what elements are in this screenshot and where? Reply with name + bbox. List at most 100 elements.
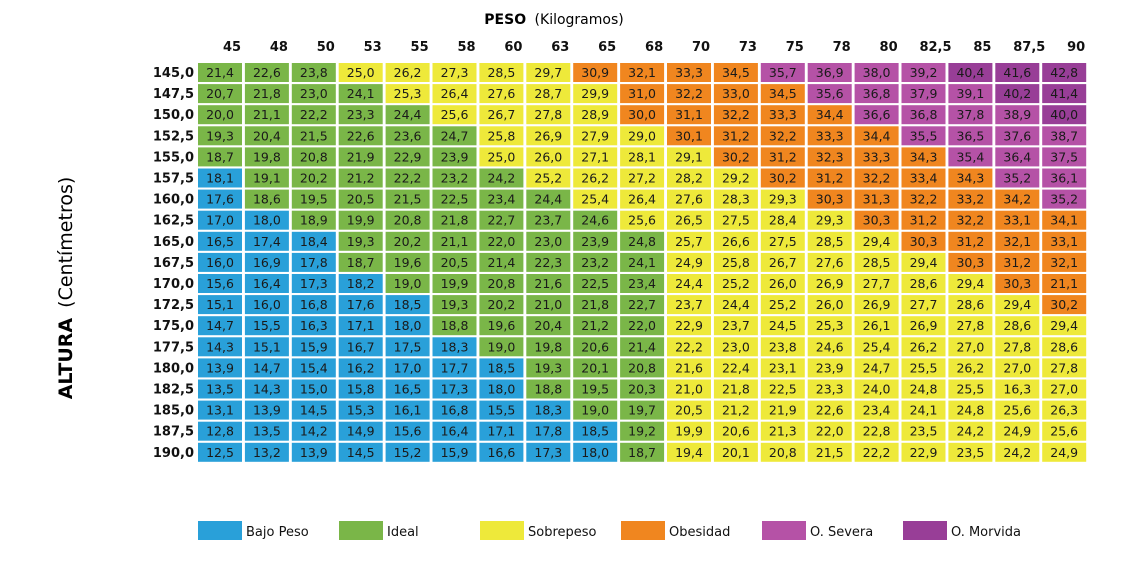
heatmap-cell xyxy=(573,126,618,146)
cell-value: 29,4 xyxy=(863,234,891,249)
cell-value: 17,5 xyxy=(394,339,422,354)
column-header: 90 xyxy=(1067,40,1085,55)
heatmap-cell xyxy=(760,379,805,399)
cell-value: 22,9 xyxy=(394,149,422,164)
heatmap-cell xyxy=(995,84,1040,104)
cell-value: 25,6 xyxy=(441,107,469,122)
cell-value: 33,1 xyxy=(1050,234,1078,249)
heatmap-cell xyxy=(807,379,852,399)
heatmap-cell xyxy=(620,126,665,146)
cell-value: 30,2 xyxy=(1050,297,1078,312)
heatmap-cell xyxy=(901,210,946,230)
cell-value: 17,1 xyxy=(347,318,375,333)
legend: Bajo Peso Ideal Sobrepeso Obesidad O. Severa… xyxy=(198,521,1021,540)
heatmap-cell xyxy=(713,295,758,315)
cell-value: 18,1 xyxy=(206,171,234,186)
heatmap-cell xyxy=(1042,358,1087,378)
cell-value: 21,6 xyxy=(675,360,703,375)
heatmap-cell xyxy=(1042,231,1087,251)
heatmap-cell xyxy=(620,295,665,315)
cell-value: 23,1 xyxy=(769,360,797,375)
cell-value: 40,4 xyxy=(956,65,984,80)
heatmap-cell xyxy=(667,295,711,315)
heatmap-cell xyxy=(479,316,524,336)
cell-value: 19,6 xyxy=(487,318,515,333)
cell-value: 33,1 xyxy=(1003,213,1031,228)
cell-value: 19,1 xyxy=(253,171,281,186)
heatmap-cell xyxy=(198,189,242,209)
cell-value: 21,6 xyxy=(534,276,562,291)
heatmap-cell xyxy=(526,400,571,420)
heatmap-cell xyxy=(760,316,805,336)
heatmap-cell xyxy=(573,337,618,357)
heatmap-cell xyxy=(854,379,899,399)
heatmap-cell xyxy=(948,210,993,230)
heatmap-cell xyxy=(432,274,477,293)
cell-value: 21,4 xyxy=(487,255,515,270)
cell-value: 27,1 xyxy=(581,149,609,164)
cell-value: 22,3 xyxy=(534,255,562,270)
cell-value: 20,2 xyxy=(300,171,328,186)
heatmap-cell xyxy=(807,189,852,209)
cell-value: 26,4 xyxy=(628,192,656,207)
heatmap-cell xyxy=(432,252,477,272)
cell-value: 20,2 xyxy=(394,234,422,249)
heatmap-cell xyxy=(713,358,758,378)
heatmap-cell xyxy=(198,126,242,146)
cell-value: 20,8 xyxy=(394,213,422,228)
heatmap-cell xyxy=(526,421,571,441)
heatmap-cell xyxy=(338,231,383,251)
cell-value: 24,1 xyxy=(347,86,375,101)
cell-value: 37,8 xyxy=(956,107,984,122)
cell-value: 21,5 xyxy=(816,445,844,460)
heatmap-cell xyxy=(385,84,430,104)
heatmap-cell xyxy=(713,421,758,441)
heatmap-cell xyxy=(291,274,336,293)
cell-value: 34,5 xyxy=(769,86,797,101)
heatmap-cell xyxy=(901,63,946,82)
cell-value: 38,9 xyxy=(1003,107,1031,122)
heatmap-cell xyxy=(526,337,571,357)
heatmap-cell xyxy=(948,147,993,167)
cell-value: 24,9 xyxy=(1003,424,1031,439)
heatmap-cell xyxy=(244,210,289,230)
heatmap-cell xyxy=(901,316,946,336)
heatmap-cell xyxy=(667,442,711,462)
cell-value: 20,6 xyxy=(581,339,609,354)
cell-value: 20,6 xyxy=(722,424,750,439)
cell-value: 21,4 xyxy=(628,339,656,354)
cell-value: 21,8 xyxy=(253,86,281,101)
row-header: 162,5 xyxy=(153,214,194,229)
heatmap-cell xyxy=(385,379,430,399)
heatmap-cell xyxy=(1042,147,1087,167)
heatmap-cell xyxy=(432,210,477,230)
cell-value: 20,8 xyxy=(487,276,515,291)
heatmap-cell xyxy=(338,274,383,293)
cell-value: 29,7 xyxy=(534,65,562,80)
cell-value: 32,3 xyxy=(816,149,844,164)
cell-value: 19,4 xyxy=(675,445,703,460)
heatmap-cell xyxy=(198,84,242,104)
heatmap-cell xyxy=(995,126,1040,146)
heatmap-cell xyxy=(385,400,430,420)
cell-value: 22,0 xyxy=(487,234,515,249)
column-header: 68 xyxy=(645,40,663,55)
heatmap-cell xyxy=(995,147,1040,167)
cell-value: 33,3 xyxy=(816,128,844,143)
heatmap-cell xyxy=(573,147,618,167)
cell-value: 22,2 xyxy=(300,107,328,122)
cell-value: 24,2 xyxy=(956,424,984,439)
cell-value: 30,0 xyxy=(628,107,656,122)
column-header: 55 xyxy=(411,40,429,55)
heatmap-cell xyxy=(479,231,524,251)
cell-value: 26,9 xyxy=(816,276,844,291)
cell-value: 28,6 xyxy=(910,276,938,291)
heatmap-cell xyxy=(854,400,899,420)
row-header: 155,0 xyxy=(153,150,194,165)
cell-value: 39,2 xyxy=(910,65,938,80)
cell-value: 19,2 xyxy=(628,424,656,439)
cell-value: 25,3 xyxy=(394,86,422,101)
cell-value: 22,6 xyxy=(816,403,844,418)
row-header: 175,0 xyxy=(153,319,194,334)
